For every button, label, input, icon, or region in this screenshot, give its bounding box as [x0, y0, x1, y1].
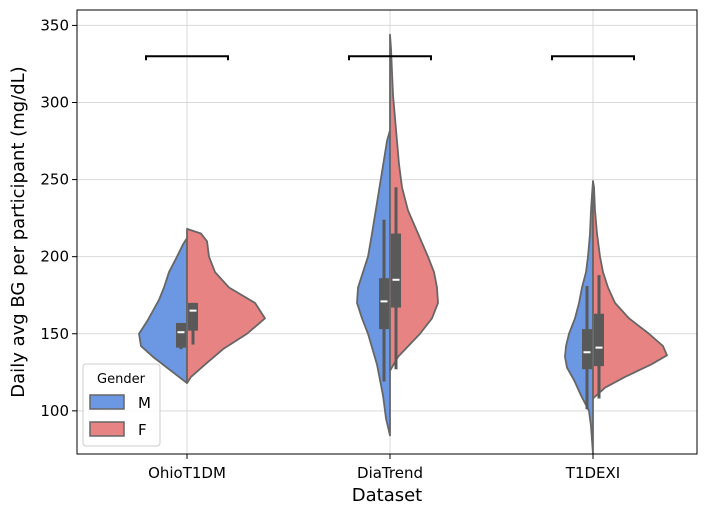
- violin-F-T1DEXI: [592, 180, 668, 400]
- violin-M-T1DEXI: [564, 180, 594, 455]
- legend-entries: MF: [89, 394, 151, 439]
- box-M-T1DEXI: [582, 329, 592, 370]
- y-tick-label: 150: [40, 325, 69, 343]
- legend-title: Gender: [97, 372, 146, 387]
- legend-label-F: F: [138, 421, 147, 439]
- box-plots: [176, 187, 604, 410]
- x-tick-label: DiaTrend: [357, 464, 423, 482]
- plot-frame: [76, 9, 698, 455]
- box-M-DiaTrend: [379, 278, 389, 330]
- bracket-OhioT1DM: [145, 55, 229, 61]
- x-axis-label: Dataset: [352, 485, 423, 506]
- box-F-DiaTrend: [391, 233, 401, 308]
- y-tick-label: 200: [40, 248, 69, 266]
- legend-label-M: M: [138, 394, 151, 412]
- box-F-T1DEXI: [594, 313, 604, 367]
- violin-F-OhioT1DM: [186, 228, 266, 384]
- violin-M-OhioT1DM: [138, 237, 188, 384]
- box-M-OhioT1DM: [176, 322, 186, 348]
- y-tick-label: 250: [40, 171, 69, 189]
- significance-brackets: [145, 55, 635, 61]
- legend-swatch-F: [89, 421, 125, 437]
- violin-M-DiaTrend: [356, 129, 391, 437]
- y-tick-label: 350: [40, 16, 69, 34]
- box-F-OhioT1DM: [188, 302, 198, 331]
- legend: Gender MF: [82, 363, 161, 447]
- y-axis-label: Daily avg BG per participant (mg/dL): [8, 66, 29, 397]
- legend-swatch-M: [89, 394, 125, 410]
- y-tick-label: 300: [40, 94, 69, 112]
- violin-F-DiaTrend: [389, 33, 439, 372]
- x-tick-label: OhioT1DM: [148, 464, 226, 482]
- y-tick-label: 100: [40, 402, 69, 420]
- bracket-T1DEXI: [551, 55, 635, 61]
- bracket-DiaTrend: [348, 55, 432, 61]
- y-axis: 100 150 200 250 300 350: [40, 16, 77, 420]
- x-tick-label: T1DEXI: [565, 464, 620, 482]
- x-axis: OhioT1DM DiaTrend T1DEXI: [148, 454, 620, 482]
